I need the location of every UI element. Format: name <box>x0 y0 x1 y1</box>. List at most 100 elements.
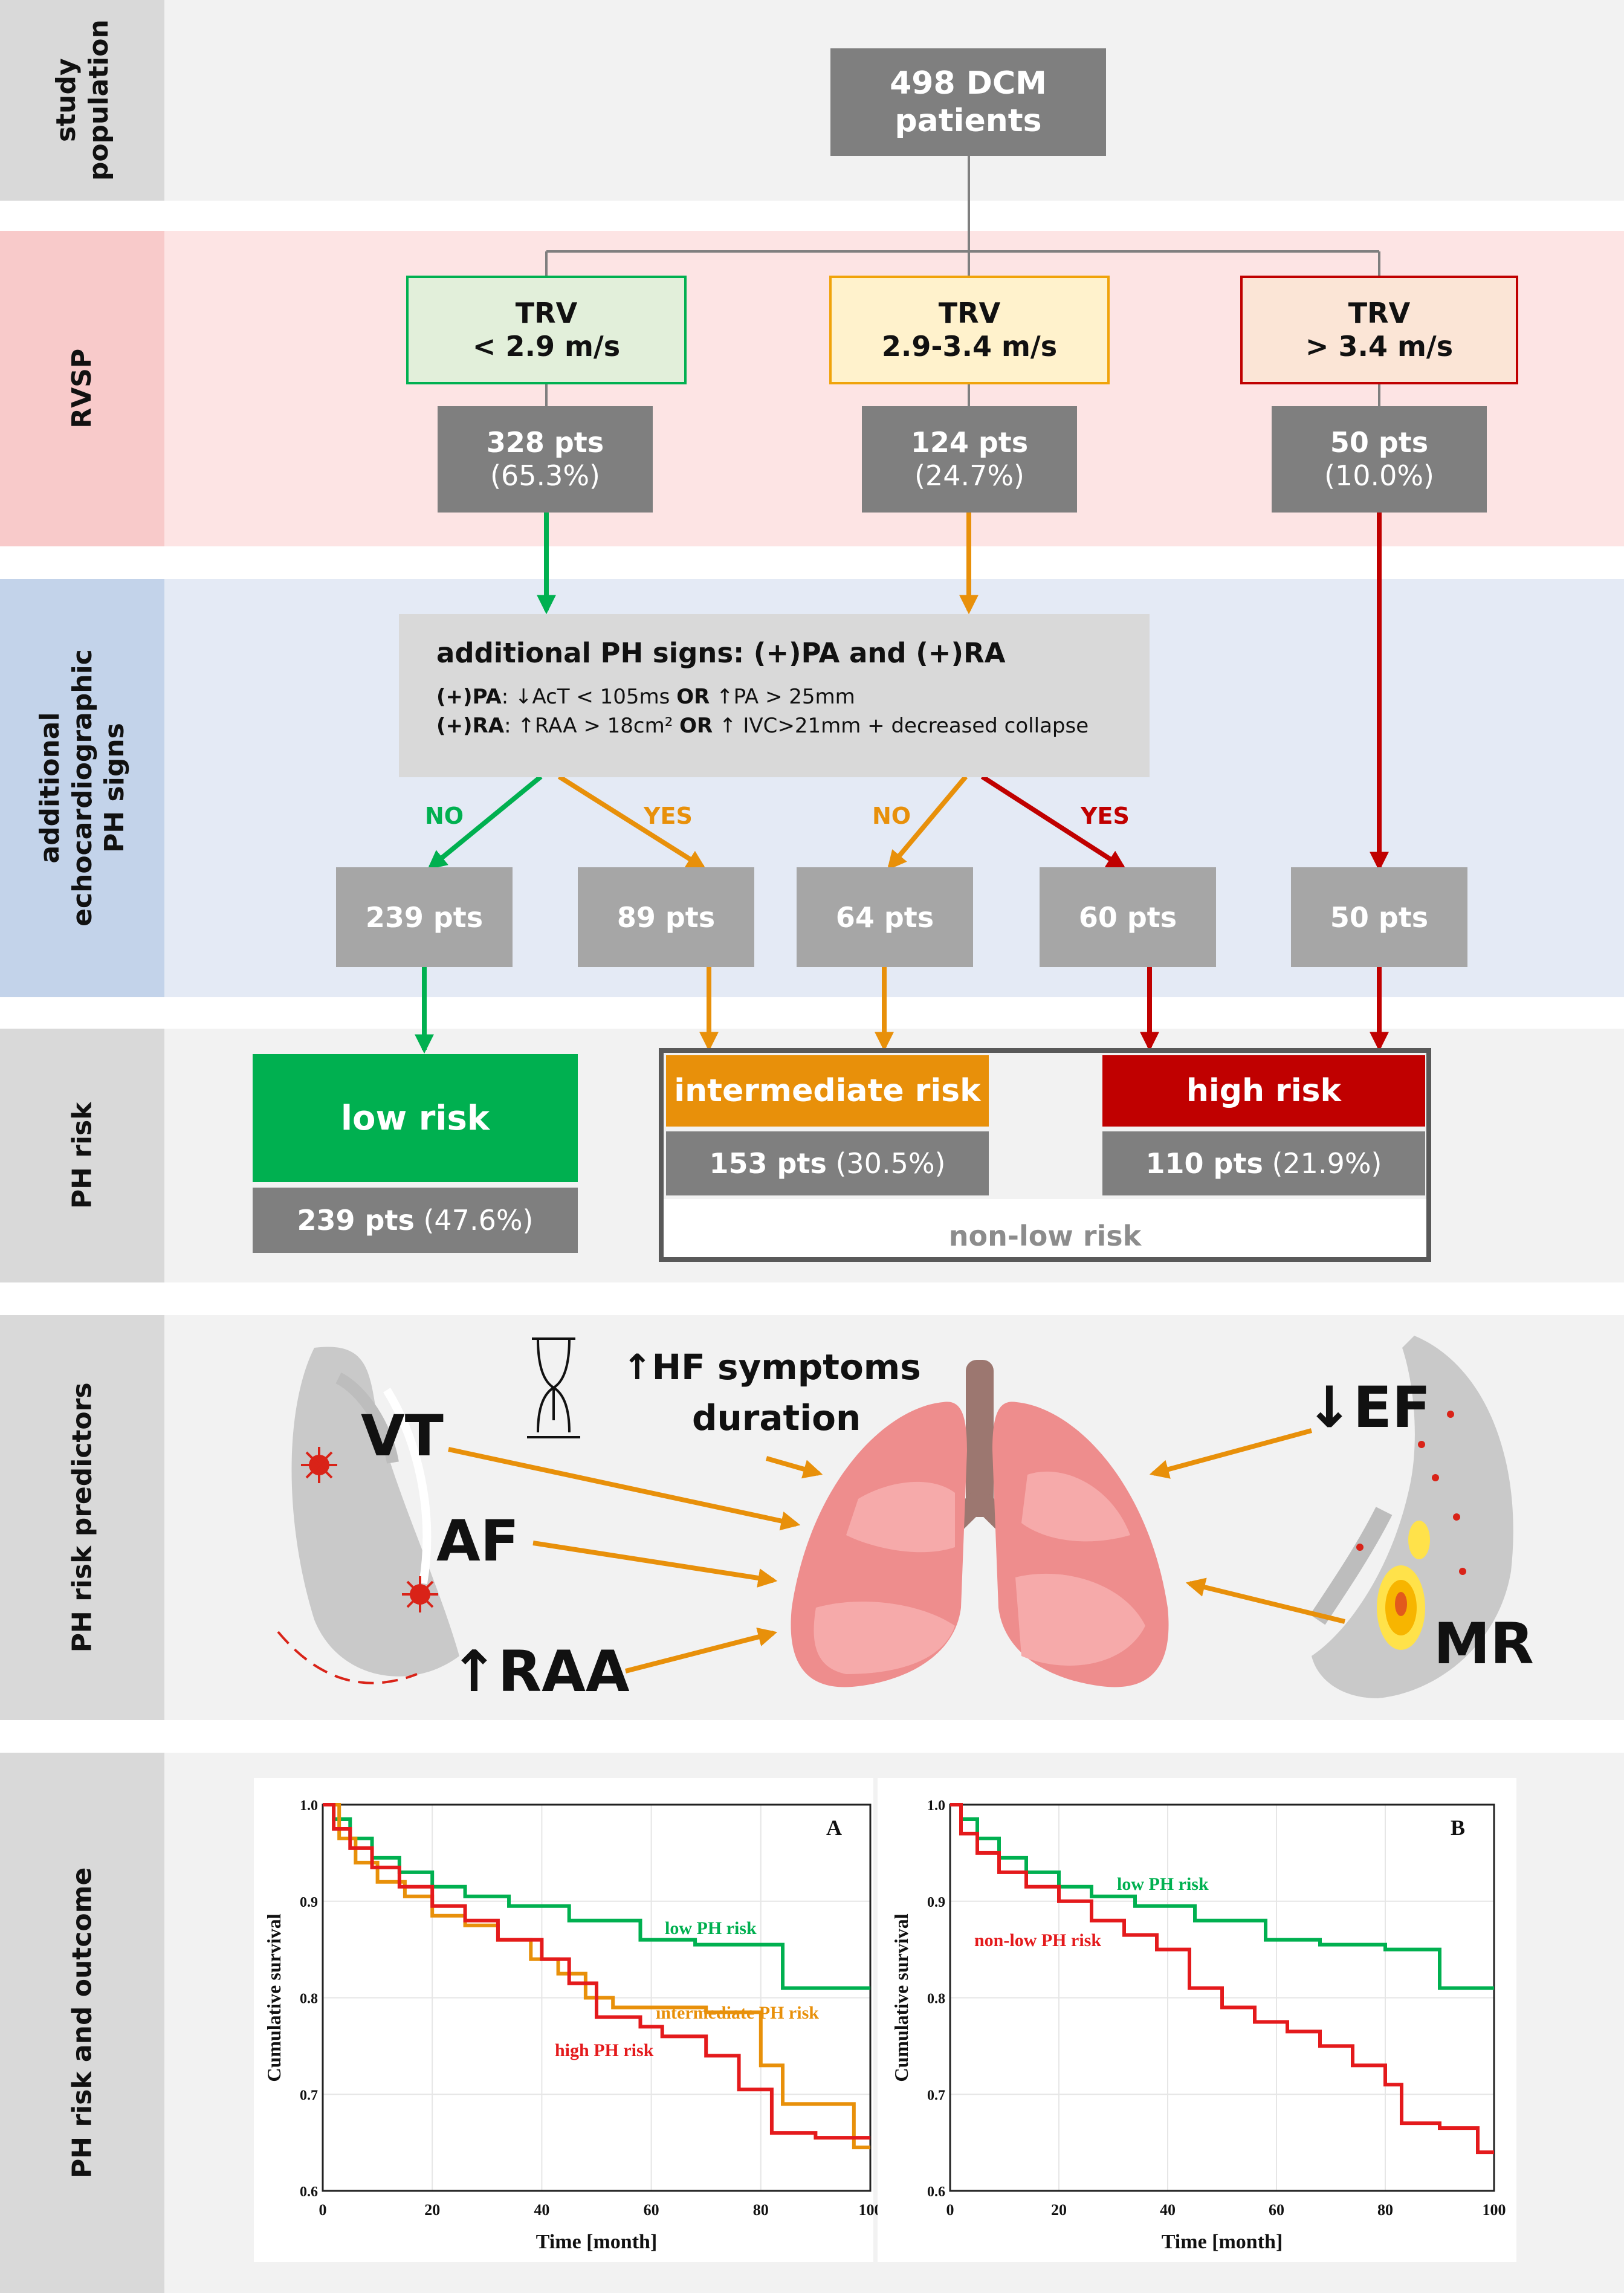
trv-range: < 2.9 m/s <box>472 330 621 363</box>
additional-signs-box: additional PH signs: (+)PA and (+)RA (+)… <box>399 614 1150 777</box>
side-text: PH risk <box>66 1102 98 1209</box>
right-heart-icon <box>1310 1336 1513 1698</box>
arrow-no-2 <box>887 775 968 870</box>
trv-high-box: TRV > 3.4 m/s <box>1240 276 1518 384</box>
pts-count: 239 pts <box>297 1204 415 1237</box>
y-tick-label: 0.6 <box>927 2184 945 2200</box>
ra-text: : ↑RAA > 18cm² <box>504 714 680 738</box>
trv-title: TRV <box>1348 296 1411 329</box>
trv-high-pts-box: 50 pts (10.0%) <box>1272 406 1487 513</box>
y-tick-label: 0.6 <box>300 2184 318 2200</box>
branch-yes-1: YES <box>644 803 693 829</box>
side-text: echocardiographic <box>66 649 98 927</box>
y-tick-label: 1.0 <box>927 1798 945 1814</box>
series-label: non-low PH risk <box>974 1930 1101 1950</box>
pts-percent: (10.0%) <box>1324 459 1435 492</box>
low-risk-box: low risk <box>253 1054 578 1182</box>
side-text: additional <box>34 712 65 864</box>
series-label: low PH risk <box>665 1918 757 1938</box>
series-label: low PH risk <box>1117 1874 1209 1894</box>
arrow-yes-2 <box>980 774 1127 870</box>
arrow-yes-1 <box>557 774 707 870</box>
pts-count: 124 pts <box>910 425 1029 459</box>
y-tick-label: 0.9 <box>300 1895 318 1910</box>
pa-label: (+)PA <box>436 685 502 709</box>
pts-count: 110 pts <box>1145 1147 1263 1180</box>
predictor-ef: ↓EF <box>1305 1375 1431 1441</box>
x-tick-label: 0 <box>319 2201 327 2219</box>
branch-yes-2: YES <box>1081 803 1130 829</box>
x-tick-label: 60 <box>644 2201 659 2219</box>
x-tick-label: 20 <box>1051 2201 1067 2219</box>
pa-text-2: ↑PA > 25mm <box>710 685 855 709</box>
population-line-2: patients <box>894 103 1042 139</box>
side-label-outcome: PH risk and outcome <box>0 1753 164 2293</box>
signs-title: additional PH signs: (+)PA and (+)RA <box>436 637 1006 669</box>
high-risk-box: high risk <box>1102 1055 1425 1127</box>
side-text: PH risk predictors <box>66 1382 98 1653</box>
trv-title: TRV <box>938 296 1001 329</box>
population-box: 498 DCM patients <box>830 48 1106 156</box>
trv-range: > 3.4 m/s <box>1305 330 1454 363</box>
trv-mid-pts-box: 124 pts (24.7%) <box>862 406 1077 513</box>
x-axis-label: Time [month] <box>1162 2231 1283 2253</box>
predictor-af: AF <box>436 1509 519 1574</box>
connector-lines <box>545 156 1380 406</box>
panel-label: B <box>1451 1816 1465 1840</box>
or-label: OR <box>676 685 710 709</box>
series-label: high PH risk <box>555 2040 654 2060</box>
x-tick-label: 0 <box>946 2201 954 2219</box>
non-low-risk-frame <box>659 1048 1431 1262</box>
pts-percent: (47.6%) <box>414 1204 534 1237</box>
split-box-no-1: 239 pts <box>336 867 513 967</box>
or-label: OR <box>679 714 713 738</box>
branch-no-1: NO <box>425 803 464 829</box>
pts-count: 50 pts <box>1330 425 1429 459</box>
intermediate-risk-box: intermediate risk <box>666 1055 989 1127</box>
split-box-yes-2: 60 pts <box>1040 867 1216 967</box>
split-box-yes-1: 89 pts <box>578 867 754 967</box>
lungs-icon <box>791 1360 1169 1687</box>
y-tick-label: 0.7 <box>927 2088 945 2103</box>
arrow-mr <box>1185 1577 1345 1624</box>
plot-frame <box>949 1803 1495 2192</box>
side-text: population <box>83 19 114 181</box>
trv-range: 2.9-3.4 m/s <box>881 330 1058 363</box>
x-tick-label: 40 <box>1160 2201 1176 2219</box>
panel-label: A <box>826 1816 842 1840</box>
flow-arrows <box>415 513 1389 1054</box>
y-tick-label: 0.7 <box>300 2088 318 2103</box>
arrow-ef <box>1149 1428 1313 1479</box>
predictor-hf-line-2: duration <box>692 1397 861 1438</box>
side-text: PH signs <box>99 723 130 853</box>
x-tick-label: 100 <box>1483 2201 1506 2219</box>
split-box-high: 50 pts <box>1291 867 1467 967</box>
side-text: study <box>50 58 82 143</box>
predictor-vt: VT <box>361 1403 444 1469</box>
x-tick-label: 60 <box>1269 2201 1284 2219</box>
pa-criteria: (+)PA: ↓AcT < 105ms OR ↑PA > 25mm <box>436 685 855 709</box>
split-box-no-2: 64 pts <box>797 867 973 967</box>
ra-label: (+)RA <box>436 714 505 738</box>
ra-text-2: ↑ IVC>21mm + decreased collapse <box>713 714 1089 738</box>
pts-percent: (21.9%) <box>1263 1147 1382 1180</box>
population-line-1: 498 DCM <box>890 65 1047 102</box>
y-axis-label: Cumulative survival <box>263 1913 285 2081</box>
pts-count: 153 pts <box>709 1147 827 1180</box>
series-label: intermediate PH risk <box>656 2003 819 2023</box>
pts-count: 328 pts <box>486 425 604 459</box>
chart-panel-b: 0 20 40 60 80 100 0.6 0.7 0.8 0.9 1.0 Time [month] C… <box>878 1778 1516 2262</box>
arrow-no-1 <box>427 774 543 870</box>
side-label-ph-risk: PH risk <box>0 1029 164 1282</box>
pa-text: : ↓AcT < 105ms <box>501 685 677 709</box>
side-text: RVSP <box>66 349 98 429</box>
x-tick-label: 80 <box>1377 2201 1393 2219</box>
predictor-mr: MR <box>1434 1611 1534 1677</box>
side-label-rvsp: RVSP <box>0 231 164 546</box>
x-tick-label: 80 <box>753 2201 769 2219</box>
arrow-hf <box>765 1456 823 1479</box>
side-label-study-population: study population <box>0 0 164 201</box>
low-risk-pts-box: 239 pts (47.6%) <box>253 1188 578 1253</box>
